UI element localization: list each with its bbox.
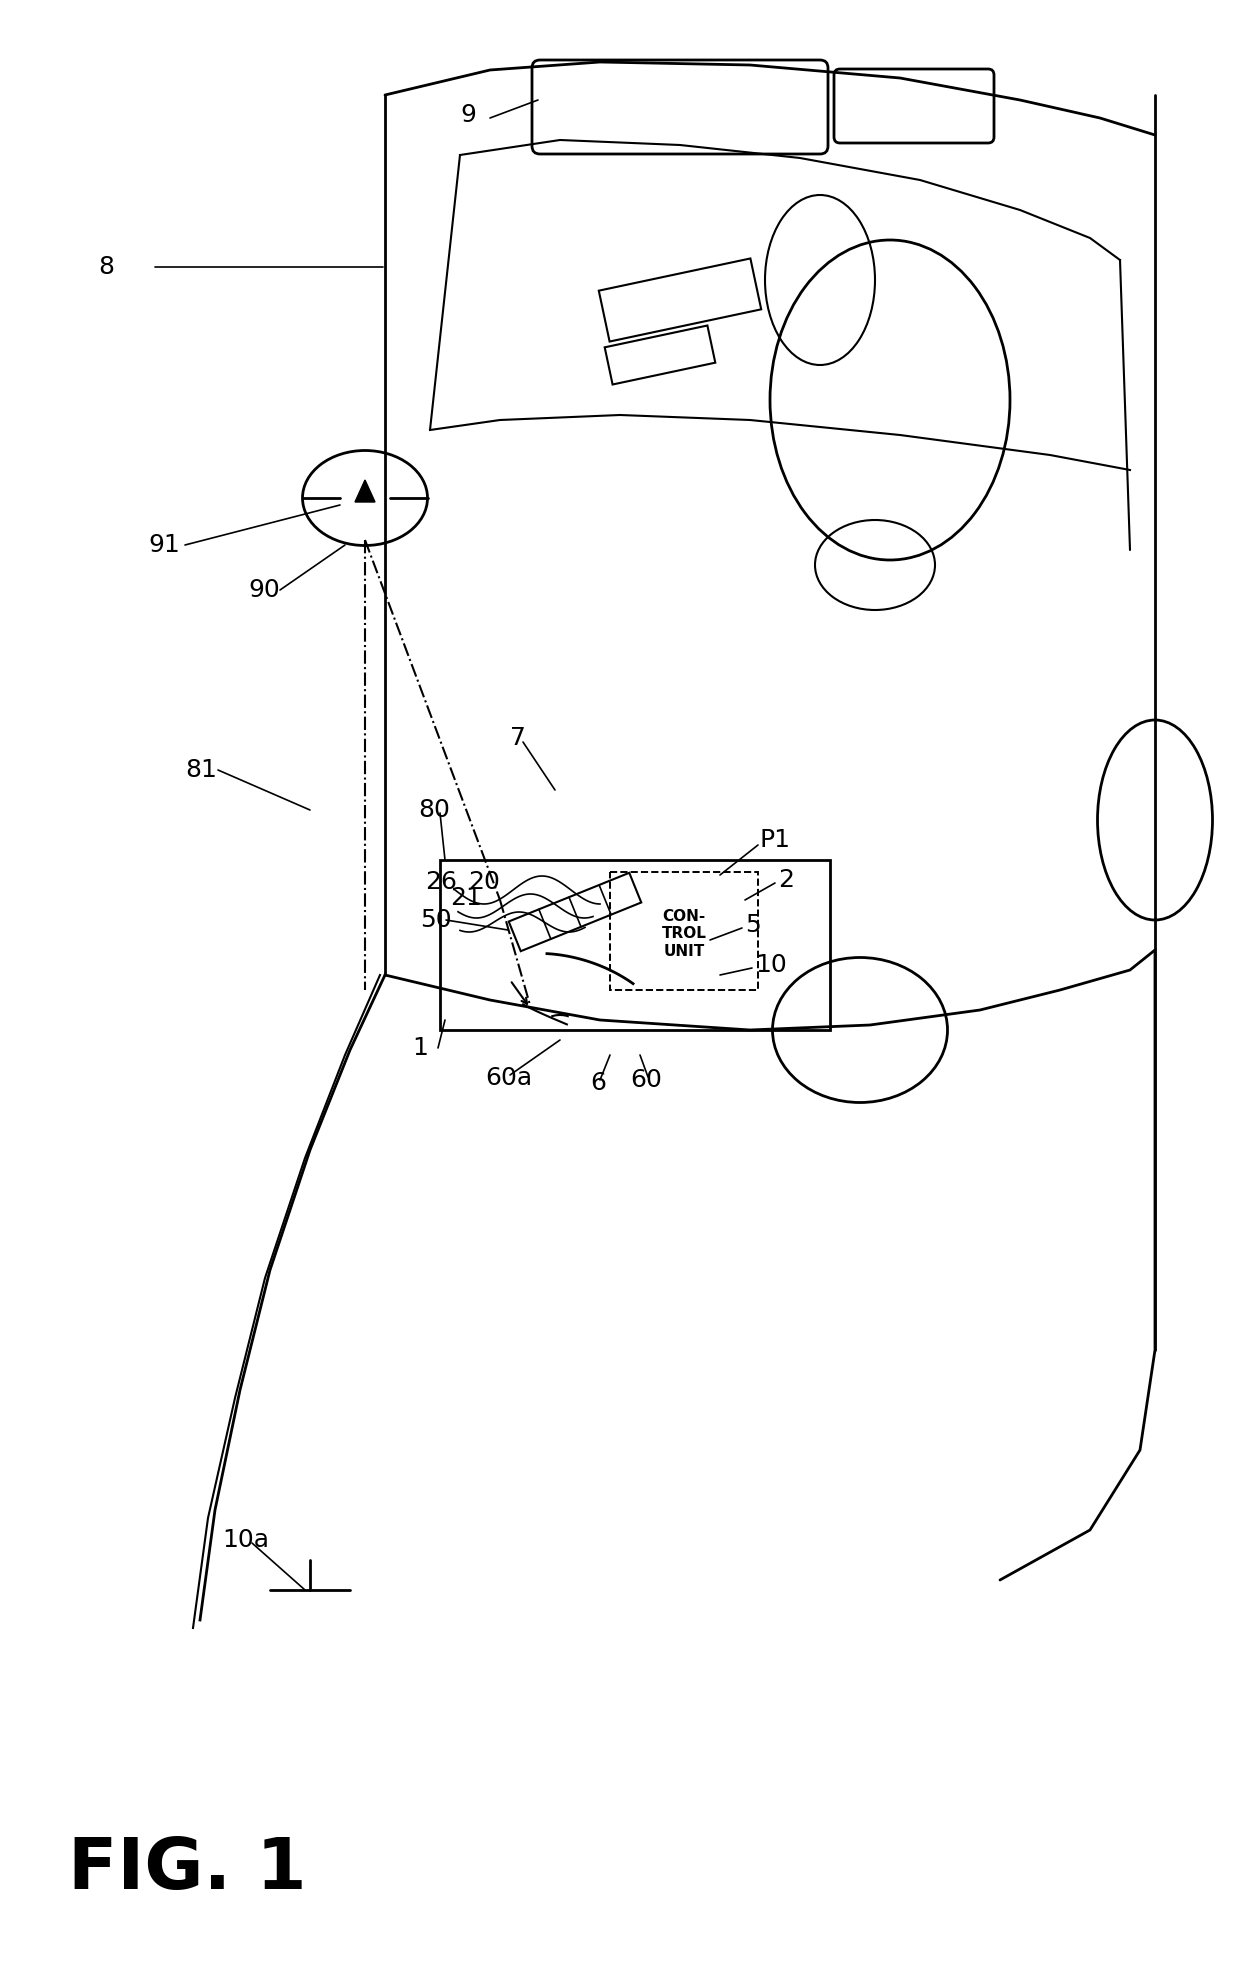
Text: 10a: 10a [222, 1527, 269, 1551]
Bar [610, 872, 758, 989]
Text: 20: 20 [467, 870, 500, 894]
Text: 5: 5 [745, 914, 761, 937]
Text: P1: P1 [760, 828, 791, 852]
Text: FIG. 1: FIG. 1 [68, 1835, 306, 1905]
Text: 60a: 60a [485, 1066, 532, 1090]
Text: 6: 6 [590, 1070, 606, 1094]
Text: 81: 81 [185, 759, 217, 782]
Text: CON-
TROL
UNIT: CON- TROL UNIT [662, 910, 707, 959]
Polygon shape [355, 481, 374, 502]
Text: 1: 1 [412, 1037, 428, 1061]
Text: 90: 90 [248, 578, 280, 602]
Text: 7: 7 [510, 727, 526, 751]
Text: 9: 9 [460, 103, 476, 127]
Text: 80: 80 [418, 798, 450, 822]
Text: 2: 2 [777, 868, 794, 892]
Text: 50: 50 [420, 908, 451, 931]
Text: 91: 91 [148, 532, 180, 556]
Text: 8: 8 [98, 254, 114, 278]
Text: 21: 21 [450, 886, 482, 910]
Bar [440, 860, 830, 1031]
Text: 26: 26 [425, 870, 458, 894]
Text: 10: 10 [755, 953, 786, 977]
Text: 60: 60 [630, 1068, 662, 1092]
